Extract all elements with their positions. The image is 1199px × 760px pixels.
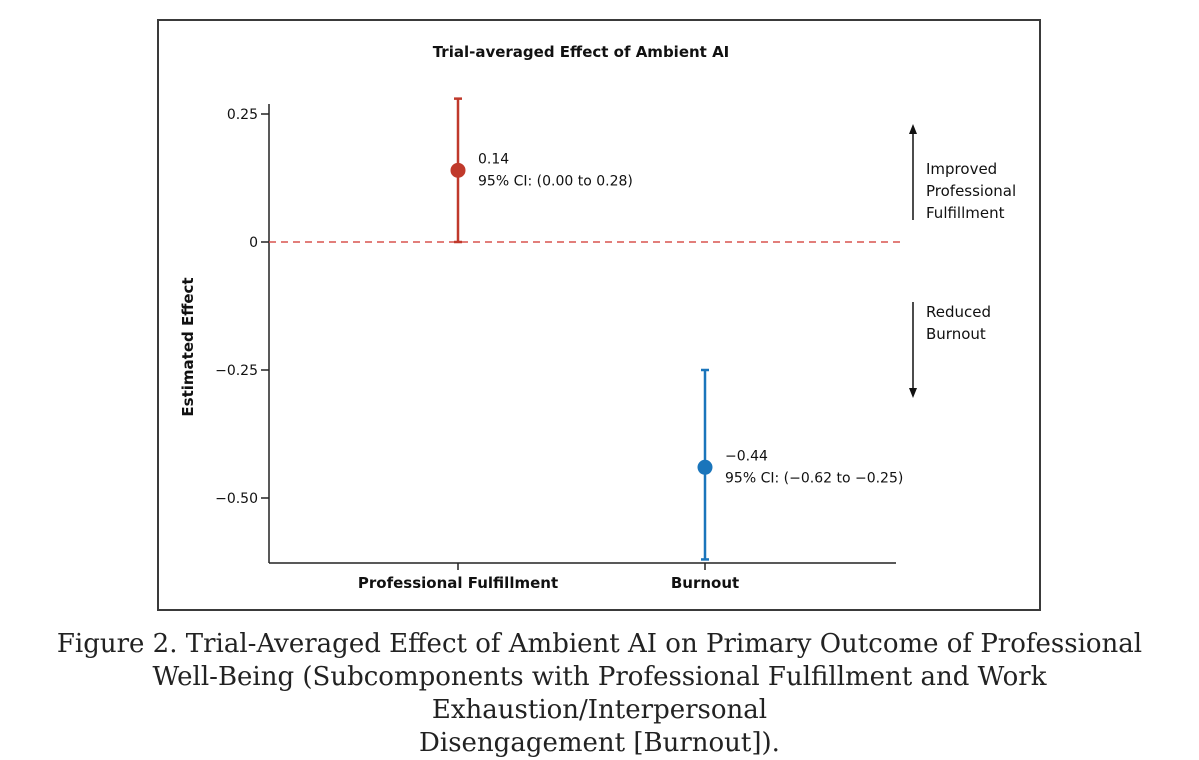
data-label-ci: 95% CI: (0.00 to 0.28) [478,173,633,189]
annotation-text: Reduced [926,303,991,321]
estimate-point [450,162,466,178]
series-professional-fulfillment: 0.14 95% CI: (0.00 to 0.28) [450,97,633,244]
arrow-down-icon [909,388,917,398]
figure-frame [157,19,1041,611]
y-axis-label: Estimated Effect [179,277,197,416]
figure-caption: Figure 2. Trial-Averaged Effect of Ambie… [0,628,1199,760]
y-tick-label: 0 [249,235,258,251]
annotation-text: Professional [926,182,1016,200]
annotations: Improved Professional Fulfillment Reduced Bu… [909,124,1016,398]
x-tick-label: Burnout [671,574,739,592]
marks: 0.14 95% CI: (0.00 to 0.28) −0.44 95% CI: (… [450,97,903,561]
caption-line-3: Disengagement [Burnout]). [419,728,780,758]
annotation-text: Improved [926,160,997,178]
estimate-point [697,459,713,475]
y-tick-label: −0.25 [215,363,258,379]
data-label-value: 0.14 [478,151,509,167]
chart-title: Trial-averaged Effect of Ambient AI [433,43,730,61]
x-tick-label: Professional Fulfillment [358,574,558,592]
series-burnout: −0.44 95% CI: (−0.62 to −0.25) [697,368,903,561]
y-ticks: 0.25 0 −0.25 −0.50 [215,107,269,507]
y-tick-label: 0.25 [227,107,258,123]
caption-line-2: Well-Being (Subcomponents with Professio… [152,662,1047,725]
caption-line-1: Figure 2. Trial-Averaged Effect of Ambie… [56,629,1143,659]
y-tick-label: −0.50 [215,491,258,507]
data-label-value: −0.44 [725,448,768,464]
arrow-up-icon [909,124,917,134]
axes [268,104,902,564]
annotation-text: Burnout [926,325,986,343]
data-label-ci: 95% CI: (−0.62 to −0.25) [725,470,903,486]
x-ticks: Professional Fulfillment Burnout [358,563,739,592]
annotation-text: Fulfillment [926,204,1005,222]
